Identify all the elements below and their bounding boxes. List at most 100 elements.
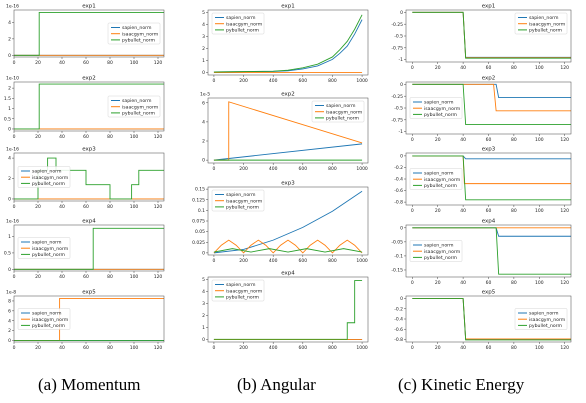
legend-box xyxy=(409,240,463,262)
y-tick-label: 5 xyxy=(202,10,205,16)
x-tick-label: 60 xyxy=(83,274,89,280)
y-tick-label: 2 xyxy=(8,328,11,334)
y-tick-label: 2 xyxy=(8,86,11,92)
x-tick-label: 100 xyxy=(130,134,139,140)
y-tick-label: 0.5 xyxy=(4,116,11,122)
legend-label: sapien_norm xyxy=(424,171,454,177)
legend-label: isaacgym_norm xyxy=(424,106,461,112)
legend-box xyxy=(409,168,463,190)
caption-kinetic-energy: (c) Kinetic Energy xyxy=(398,375,525,394)
legend-label: isaacgym_norm xyxy=(32,317,69,323)
x-tick-label: 600 xyxy=(299,258,308,264)
x-tick-label: 0 xyxy=(411,345,414,351)
legend-label: isaacgym_norm xyxy=(226,198,263,204)
series-line-pybullet_norm xyxy=(412,11,571,59)
axis-exponent: 1e-16 xyxy=(6,4,19,10)
legend-box xyxy=(211,279,265,302)
x-tick-label: 60 xyxy=(486,280,492,286)
y-tick-label: -0.75 xyxy=(391,45,403,51)
y-tick-label: -0.6 xyxy=(394,327,403,333)
y-tick-label: 3 xyxy=(202,34,205,40)
x-tick-label: 60 xyxy=(486,65,492,71)
x-tick-label: 80 xyxy=(511,137,517,143)
legend-label: pybullet_norm xyxy=(122,111,155,117)
x-tick-label: 60 xyxy=(486,208,492,214)
x-tick-label: 40 xyxy=(59,274,65,280)
legend-label: sapien_norm xyxy=(122,25,152,31)
legend-label: isaacgym_norm xyxy=(529,21,566,27)
x-tick-label: 120 xyxy=(154,134,163,140)
series-line-pybullet_norm xyxy=(412,298,571,341)
caption-angular: (b) Angular xyxy=(237,375,316,394)
series-line-pybullet_norm xyxy=(213,248,363,253)
legend-label: isaacgym_norm xyxy=(326,109,363,115)
legend-label: sapien_norm xyxy=(32,311,62,317)
x-tick-label: 600 xyxy=(299,78,308,84)
chart-title: exp5 xyxy=(82,290,96,296)
x-tick-label: 400 xyxy=(269,78,278,84)
x-tick-label: 120 xyxy=(154,204,163,210)
x-tick-label: 20 xyxy=(435,280,441,286)
x-tick-label: 120 xyxy=(560,280,569,286)
chart-title: exp4 xyxy=(281,271,295,277)
legend-box xyxy=(311,100,365,123)
series-line-sapien_norm xyxy=(412,227,571,237)
y-tick-label: 4 xyxy=(8,20,11,26)
y-tick-label: -0.25 xyxy=(391,22,403,28)
series-line-pybullet_norm xyxy=(14,12,164,56)
legend-box xyxy=(17,166,71,188)
y-tick-label: 2 xyxy=(202,313,205,319)
x-tick-label: 40 xyxy=(59,60,65,66)
x-tick-label: 20 xyxy=(35,274,41,280)
legend-box xyxy=(17,237,71,259)
axis-exponent: 1e-16 xyxy=(6,219,19,225)
plot-frame xyxy=(13,9,165,58)
chart-title: exp3 xyxy=(82,147,96,153)
x-tick-label: 40 xyxy=(460,280,466,286)
y-tick-label: 4 xyxy=(202,289,205,295)
x-tick-label: 40 xyxy=(460,208,466,214)
y-tick-label: 2 xyxy=(8,176,11,182)
y-tick-label: 8 xyxy=(8,299,11,305)
x-tick-label: 60 xyxy=(486,137,492,143)
y-tick-label: 5 xyxy=(202,277,205,283)
x-tick-label: 1000 xyxy=(356,258,368,264)
y-tick-label: 0 xyxy=(400,153,403,159)
y-tick-label: 4 xyxy=(8,318,11,324)
y-tick-label: -0.8 xyxy=(394,200,403,206)
y-tick-label: 0 xyxy=(8,267,11,273)
axis-exponent: 1e-16 xyxy=(6,147,19,153)
axis-exponent: 1e-10 xyxy=(6,76,19,82)
x-tick-label: 400 xyxy=(269,258,278,264)
legend-label: isaacgym_norm xyxy=(226,21,263,27)
plot-frame xyxy=(207,276,369,343)
series-line-sapien_norm xyxy=(213,143,363,161)
y-tick-label: 0.5 xyxy=(4,251,11,257)
legend-label: pybullet_norm xyxy=(424,183,457,189)
y-tick-label: 0 xyxy=(400,10,403,16)
plot-frame xyxy=(207,9,369,76)
y-tick-label: 1 xyxy=(8,234,11,240)
series-line-pybullet_norm xyxy=(213,280,363,340)
legend-label: sapien_norm xyxy=(424,100,454,106)
legend-label: pybullet_norm xyxy=(326,116,359,122)
chart-momentum-exp3: exp3 1e-16 0 20 40 60 80 100 120 0 2 4 sapien_normis… xyxy=(6,147,165,210)
legend-box xyxy=(409,97,463,119)
chart-angular-exp3: exp3 0 200 400 600 800 1000 0 0.025 0.05 0.075 0.1 0… xyxy=(192,181,369,264)
y-tick-label: -0.1 xyxy=(394,254,403,260)
plot-frame xyxy=(13,295,165,343)
legend-label: sapien_norm xyxy=(529,311,559,317)
x-tick-label: 0 xyxy=(212,78,215,84)
series-line-pybullet_norm xyxy=(412,155,571,201)
y-tick-label: 1 xyxy=(202,325,205,331)
x-tick-label: 200 xyxy=(239,166,248,172)
y-tick-label: -0.25 xyxy=(391,94,403,100)
legend-box xyxy=(514,308,568,330)
x-tick-label: 800 xyxy=(328,345,337,351)
x-tick-label: 20 xyxy=(435,345,441,351)
